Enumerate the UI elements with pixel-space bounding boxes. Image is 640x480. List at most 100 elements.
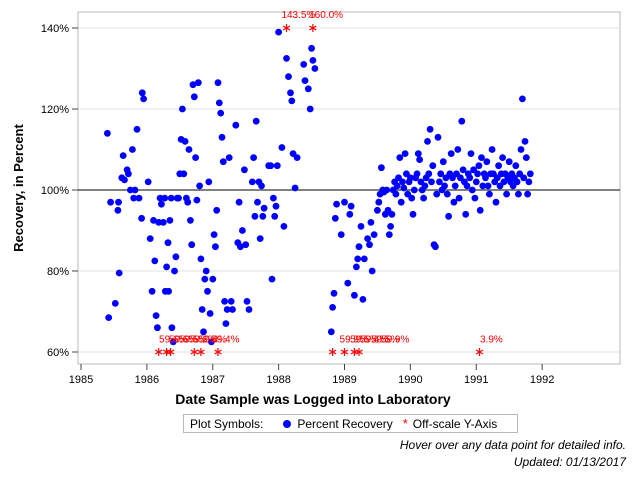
data-point[interactable] (329, 304, 336, 311)
data-point[interactable] (223, 306, 231, 313)
data-point[interactable] (355, 243, 363, 251)
data-point[interactable] (167, 194, 175, 202)
data-point[interactable] (150, 217, 157, 224)
data-point[interactable] (309, 57, 317, 64)
data-point[interactable] (285, 73, 292, 80)
data-point[interactable] (164, 239, 172, 247)
data-point[interactable] (459, 166, 467, 174)
data-point[interactable] (360, 255, 368, 263)
data-point[interactable] (259, 212, 267, 220)
data-point[interactable] (218, 133, 226, 141)
data-point[interactable] (407, 174, 414, 182)
off-scale-point[interactable] (166, 348, 175, 356)
data-point[interactable] (235, 198, 243, 206)
data-point[interactable] (221, 298, 229, 305)
data-point[interactable] (251, 212, 259, 220)
data-point[interactable] (474, 170, 481, 178)
data-point[interactable] (526, 170, 534, 178)
data-point[interactable] (425, 170, 433, 178)
data-point[interactable] (378, 164, 385, 172)
data-point[interactable] (168, 324, 176, 332)
data-point[interactable] (351, 291, 358, 299)
data-point[interactable] (428, 178, 435, 186)
data-point[interactable] (479, 182, 487, 190)
data-point[interactable] (291, 184, 299, 192)
data-point[interactable] (301, 77, 309, 84)
data-point[interactable] (353, 263, 360, 271)
data-point[interactable] (192, 154, 200, 162)
data-point[interactable] (163, 263, 171, 271)
data-point[interactable] (190, 93, 198, 101)
data-point[interactable] (140, 95, 148, 103)
data-point[interactable] (159, 219, 167, 226)
data-point[interactable] (241, 166, 248, 174)
data-point[interactable] (219, 158, 227, 166)
data-point[interactable] (413, 170, 421, 178)
data-point[interactable] (254, 198, 261, 206)
data-point[interactable] (393, 182, 401, 190)
data-point[interactable] (287, 89, 294, 97)
data-point[interactable] (243, 298, 251, 305)
data-point[interactable] (135, 194, 143, 202)
data-point[interactable] (503, 190, 510, 198)
data-point[interactable] (426, 125, 434, 133)
data-point[interactable] (175, 194, 182, 202)
data-point[interactable] (429, 162, 437, 170)
data-point[interactable] (505, 158, 513, 166)
off-scale-point[interactable] (154, 348, 163, 356)
data-point[interactable] (138, 214, 146, 222)
data-point[interactable] (519, 95, 526, 103)
data-point[interactable] (169, 338, 177, 346)
data-point[interactable] (229, 306, 236, 313)
data-point[interactable] (200, 328, 207, 336)
data-point[interactable] (392, 190, 400, 198)
data-point[interactable] (189, 81, 197, 89)
data-point[interactable] (341, 198, 348, 206)
data-point[interactable] (166, 217, 174, 224)
data-point[interactable] (288, 97, 296, 105)
data-point[interactable] (499, 154, 506, 162)
data-point[interactable] (375, 198, 383, 206)
data-point[interactable] (414, 150, 422, 158)
data-point[interactable] (152, 312, 160, 319)
data-point[interactable] (300, 61, 308, 68)
data-point[interactable] (271, 212, 279, 220)
data-point[interactable] (367, 219, 375, 226)
data-point[interactable] (158, 200, 165, 208)
data-point[interactable] (525, 178, 533, 186)
data-point[interactable] (129, 146, 136, 153)
data-point[interactable] (196, 182, 204, 190)
data-point[interactable] (455, 194, 463, 202)
data-point[interactable] (248, 178, 256, 186)
data-point[interactable] (306, 105, 314, 113)
data-point[interactable] (331, 214, 339, 222)
data-point[interactable] (202, 267, 210, 275)
data-point[interactable] (388, 210, 396, 218)
data-point[interactable] (359, 296, 367, 303)
data-point[interactable] (250, 154, 257, 162)
data-point[interactable] (172, 253, 180, 261)
data-point[interactable] (146, 235, 154, 243)
data-point[interactable] (512, 162, 520, 170)
data-point[interactable] (513, 178, 521, 186)
data-point[interactable] (421, 182, 429, 190)
data-point[interactable] (111, 300, 119, 307)
data-point[interactable] (115, 198, 122, 206)
data-point[interactable] (273, 162, 281, 170)
data-point[interactable] (400, 184, 408, 192)
data-point[interactable] (304, 85, 312, 93)
data-point[interactable] (131, 186, 139, 194)
data-point[interactable] (239, 227, 246, 234)
data-point[interactable] (347, 202, 355, 210)
data-point[interactable] (471, 194, 479, 202)
data-point[interactable] (193, 196, 201, 204)
data-point[interactable] (420, 194, 427, 202)
data-point[interactable] (268, 275, 276, 283)
data-point[interactable] (204, 287, 211, 295)
data-point[interactable] (114, 206, 122, 214)
off-scale-point[interactable] (197, 348, 205, 356)
data-point[interactable] (434, 133, 442, 141)
data-point[interactable] (187, 217, 194, 224)
data-point[interactable] (280, 223, 288, 230)
data-point[interactable] (227, 298, 235, 305)
